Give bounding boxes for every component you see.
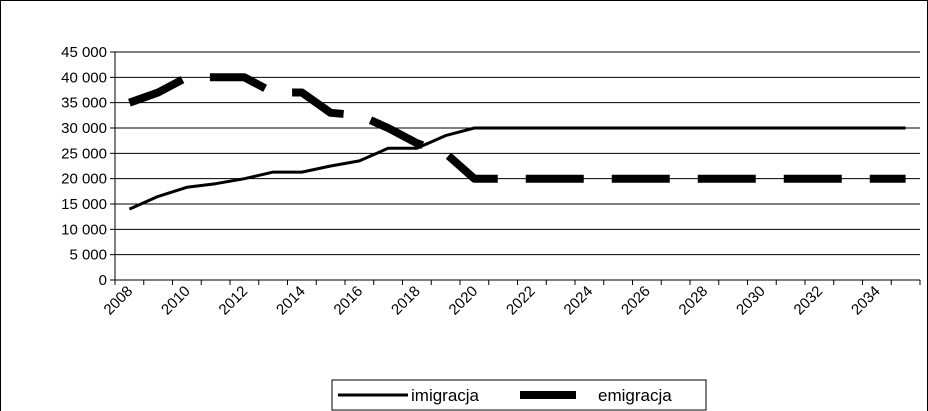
y-axis-tick-labels: 0 5 000 10 000 15 000 20 000 25 000 30 000 35 0… xyxy=(61,44,107,289)
y-tick-label: 30 000 xyxy=(61,120,107,137)
y-tick-label: 35 000 xyxy=(61,95,107,112)
series-lines xyxy=(128,73,906,211)
y-tick-label: 15 000 xyxy=(61,196,107,213)
series-line-emigracja xyxy=(128,73,906,183)
y-tick-label: 40 000 xyxy=(61,69,107,86)
legend-label-emigracja: emigracja xyxy=(598,386,672,405)
y-tick-label: 0 xyxy=(99,272,107,289)
legend: imigracja emigracja xyxy=(331,379,707,411)
y-tick-label: 5 000 xyxy=(69,247,107,264)
series-line-imigracja xyxy=(128,126,906,211)
axes xyxy=(114,52,921,285)
y-tick-label: 25 000 xyxy=(61,145,107,162)
legend-label-imigracja: imigracja xyxy=(411,386,480,405)
y-tick-label: 20 000 xyxy=(61,171,107,188)
y-tick-label: 45 000 xyxy=(61,44,107,61)
y-tick-label: 10 000 xyxy=(61,221,107,238)
